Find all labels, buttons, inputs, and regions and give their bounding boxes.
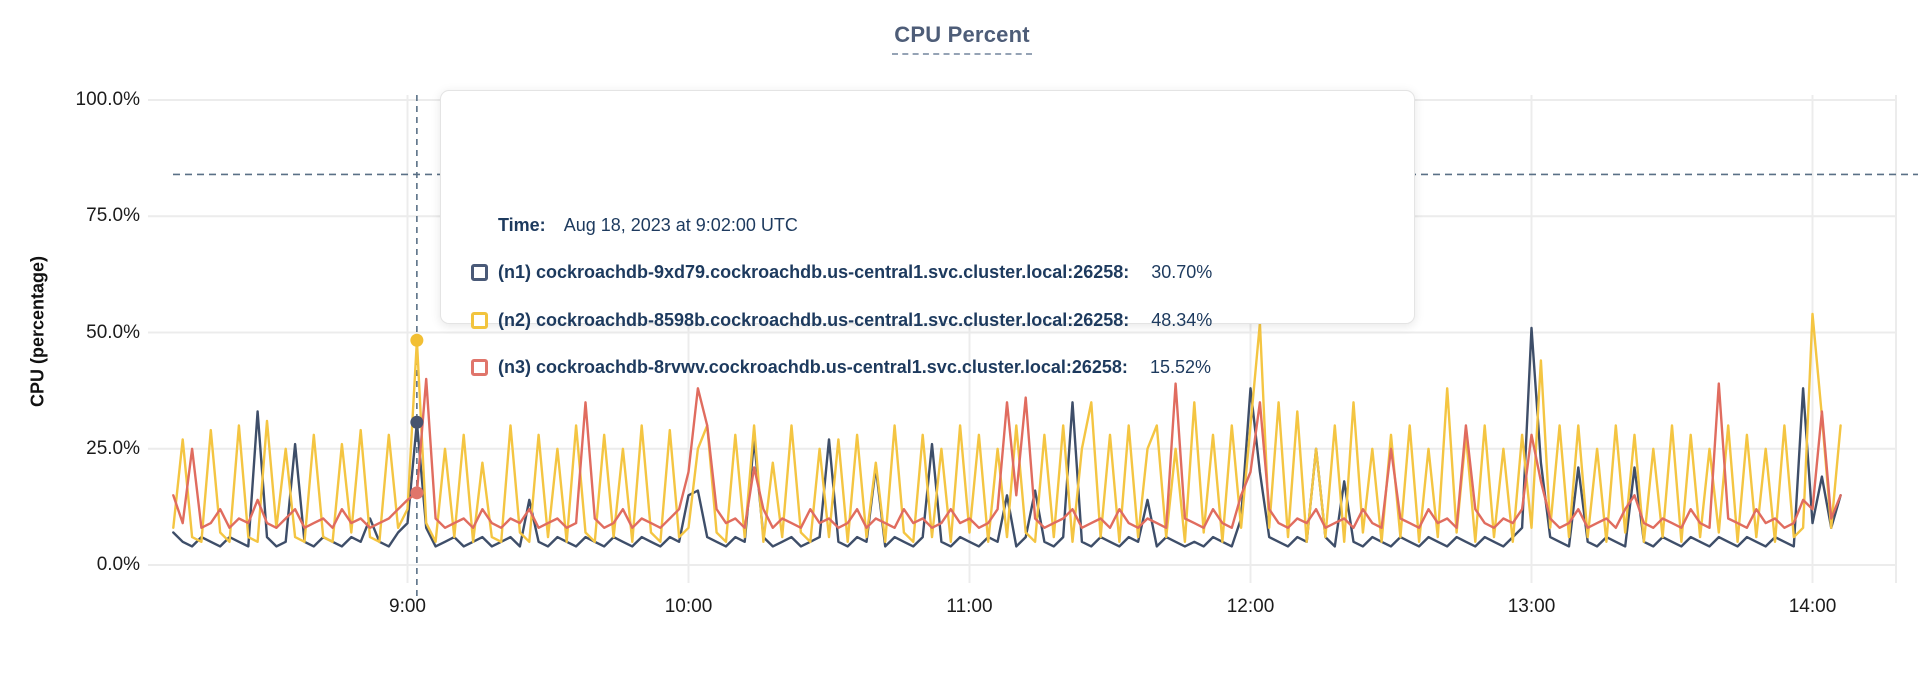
x-tick-label: 14:00	[1788, 596, 1837, 617]
hover-dot-n3	[410, 486, 424, 500]
tooltip-series-label: (n1) cockroachdb-9xd79.cockroachdb.us-ce…	[498, 262, 1130, 282]
chart-title[interactable]: CPU Percent	[892, 22, 1032, 55]
y-tick-label: 25.0%	[86, 437, 140, 459]
tooltip-time-row: Time: Aug 18, 2023 at 9:02:00 UTC	[498, 215, 798, 236]
chart-title-wrap: CPU Percent	[0, 22, 1924, 55]
tooltip-series-value: 48.34%	[1151, 310, 1213, 330]
hover-dot-n2	[410, 333, 424, 347]
series-swatch-icon-n1	[471, 264, 488, 281]
tooltip-series-label: (n2) cockroachdb-8598b.cockroachdb.us-ce…	[498, 310, 1130, 330]
y-tick-label: 75.0%	[86, 205, 140, 227]
tooltip-series-value: 30.70%	[1151, 262, 1213, 282]
series-line-n3	[172, 377, 1842, 529]
tooltip-time-value: Aug 18, 2023 at 9:02:00 UTC	[563, 215, 798, 235]
chart-tooltip: Time: Aug 18, 2023 at 9:02:00 UTC (n1) co…	[440, 90, 1415, 377]
tooltip-series-row: (n1) cockroachdb-9xd79.cockroachdb.us-ce…	[498, 262, 1212, 283]
x-tick-label: 12:00	[1226, 596, 1275, 617]
y-tick-label: 100.0%	[75, 89, 140, 110]
tooltip-time-label: Time:	[498, 215, 546, 235]
series-swatch-icon-n2	[471, 312, 488, 329]
tooltip-series-row: (n3) cockroachdb-8rvwv.cockroachdb.us-ce…	[498, 357, 1211, 378]
x-tick-label: 13:00	[1507, 596, 1556, 617]
tooltip-series-value: 15.52%	[1149, 357, 1211, 377]
tooltip-series-row: (n2) cockroachdb-8598b.cockroachdb.us-ce…	[498, 310, 1212, 331]
hover-dot-n1	[410, 415, 424, 429]
x-tick-label: 9:00	[389, 596, 426, 617]
series-line-n1	[172, 326, 1842, 548]
series-swatch-icon-n3	[471, 359, 488, 376]
y-tick-label: 0.0%	[96, 554, 140, 575]
series-line-n2	[172, 312, 1842, 543]
y-tick-label: 50.0%	[86, 321, 140, 343]
tooltip-series-label: (n3) cockroachdb-8rvwv.cockroachdb.us-ce…	[498, 357, 1128, 377]
x-tick-label: 11:00	[946, 596, 993, 617]
x-tick-label: 10:00	[664, 596, 713, 617]
